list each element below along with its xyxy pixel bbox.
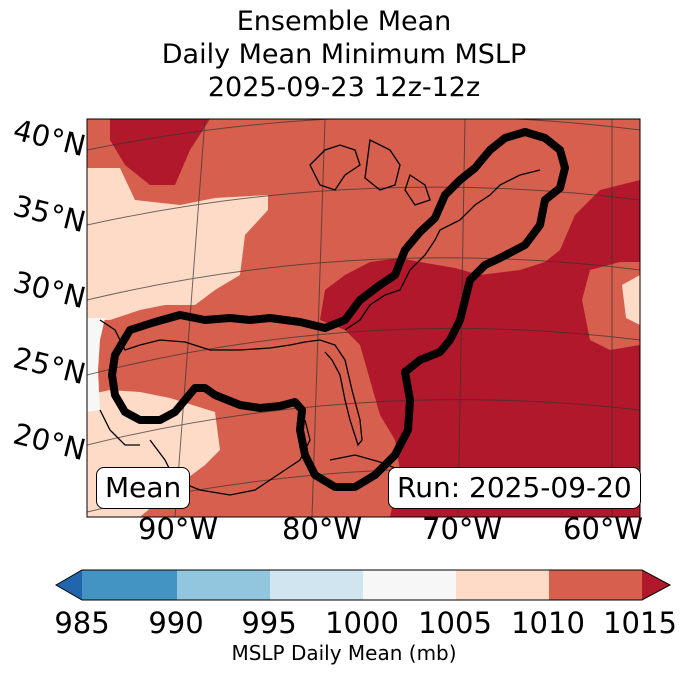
colorbar-tick: 1010 <box>511 606 585 640</box>
colorbar-bin <box>177 570 270 600</box>
colorbar-tick: 1015 <box>603 606 677 640</box>
pressure-field-over-1015-north <box>110 119 210 185</box>
run-date-box: Run: 2025-09-20 <box>388 467 641 509</box>
colorbar-outline <box>54 569 672 601</box>
pressure-field-1005-1010 <box>87 168 268 320</box>
lon-label-60w: 60°W <box>563 512 644 546</box>
pressure-field-1000-1005 <box>87 318 105 412</box>
colorbar-extend-low <box>56 570 82 600</box>
map-panel <box>87 119 640 517</box>
colorbar-tick: 1000 <box>325 606 399 640</box>
lon-label-70w: 70°W <box>422 512 503 546</box>
title-line-3: 2025-09-23 12z-12z <box>207 72 481 103</box>
lon-label-90w: 90°W <box>138 512 219 546</box>
title-line-1: Ensemble Mean <box>236 6 452 37</box>
colorbar-bin <box>82 570 177 600</box>
colorbar-bin <box>549 570 642 600</box>
title-line-2: Daily Mean Minimum MSLP <box>161 39 527 70</box>
lon-label-80w: 80°W <box>282 512 363 546</box>
coastlines <box>99 139 541 496</box>
colorbar-label: MSLP Daily Mean (mb) <box>231 641 457 665</box>
pressure-field-1005-1010-east <box>622 275 640 325</box>
map-frame <box>86 118 641 518</box>
colorbar-bin <box>363 570 456 600</box>
mean-contour-outline <box>108 128 569 491</box>
colorbar-tick: 995 <box>241 606 297 640</box>
colorbar-extend-high <box>642 570 670 600</box>
colorbar-bin <box>456 570 549 600</box>
colorbar-tick: 1005 <box>418 606 492 640</box>
colorbar-tick: 985 <box>54 606 110 640</box>
colorbar-tick: 990 <box>148 606 204 640</box>
colorbar-bin <box>270 570 363 600</box>
mean-label-box: Mean <box>96 467 191 509</box>
colorbar <box>54 569 672 601</box>
